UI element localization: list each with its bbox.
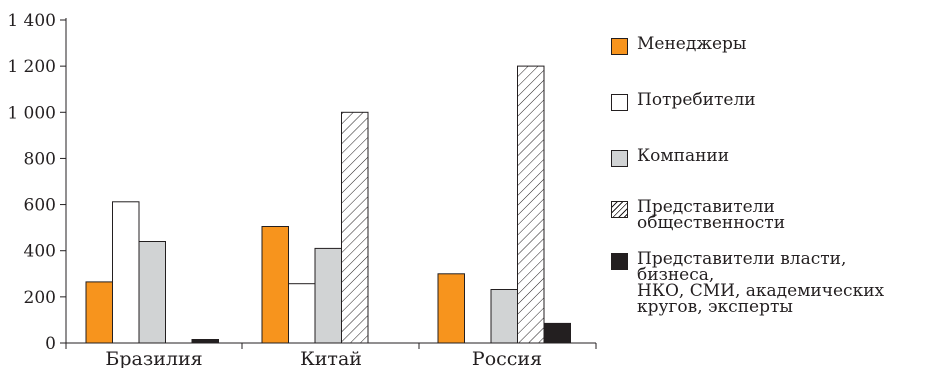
bar-Россия-0 (437, 273, 465, 344)
black-swatch-icon (611, 253, 628, 270)
bar-Китай-2 (314, 247, 342, 344)
bar-Бразилия-4 (191, 339, 219, 344)
y-tick-label: 1 000 (7, 103, 56, 123)
bars-layer (85, 65, 571, 344)
y-tick-label: 1 200 (7, 57, 56, 77)
legend-label: Менеджеры (637, 34, 747, 54)
y-tick-label: 600 (24, 196, 56, 216)
legend-label: Потребители (637, 90, 756, 110)
hatched-swatch-icon (611, 201, 628, 218)
x-category-label: Россия (472, 348, 542, 368)
bar-Россия-3 (517, 65, 545, 344)
bar-Бразилия-2 (138, 241, 166, 344)
legend-label: Представители власти, бизнеса, НКО, СМИ,… (637, 249, 885, 317)
white-swatch-icon (611, 94, 628, 111)
legend-label: Компании (637, 146, 730, 166)
legend-item-consumers: Потребители (611, 92, 927, 111)
bar-Китай-0 (261, 226, 289, 344)
bar-Китай-3 (341, 111, 369, 344)
axes-layer: 0 200 400 600 800 1 000 1 200 1 400 Бразилия Кита… (7, 11, 597, 368)
gray-swatch-icon (611, 150, 628, 167)
bar-chart: 0 200 400 600 800 1 000 1 200 1 400 Бразилия Кита… (7, 11, 597, 368)
x-category-label: Бразилия (105, 348, 202, 368)
y-tick-label: 0 (45, 334, 56, 354)
bar-Бразилия-1 (112, 201, 140, 344)
y-tick-label: 200 (24, 288, 56, 308)
legend-label: Представители общественности (637, 197, 786, 233)
legend-item-companies: Компании (611, 148, 927, 167)
x-category-label: Китай (300, 348, 362, 368)
y-tick-label: 800 (24, 149, 56, 169)
bar-Россия-2 (490, 289, 518, 344)
orange-swatch-icon (611, 38, 628, 55)
bar-Китай-1 (288, 283, 316, 344)
legend-item-public: Представители общественности (611, 197, 927, 233)
legend: Менеджеры Потребители Компании Представи… (611, 0, 934, 368)
y-tick-label: 1 400 (7, 11, 56, 31)
y-tick-label: 400 (24, 242, 56, 262)
legend-item-authorities: Представители власти, бизнеса, НКО, СМИ,… (611, 249, 927, 317)
bar-Россия-4 (543, 322, 571, 344)
bar-Бразилия-0 (85, 281, 113, 344)
legend-item-managers: Менеджеры (611, 36, 927, 55)
